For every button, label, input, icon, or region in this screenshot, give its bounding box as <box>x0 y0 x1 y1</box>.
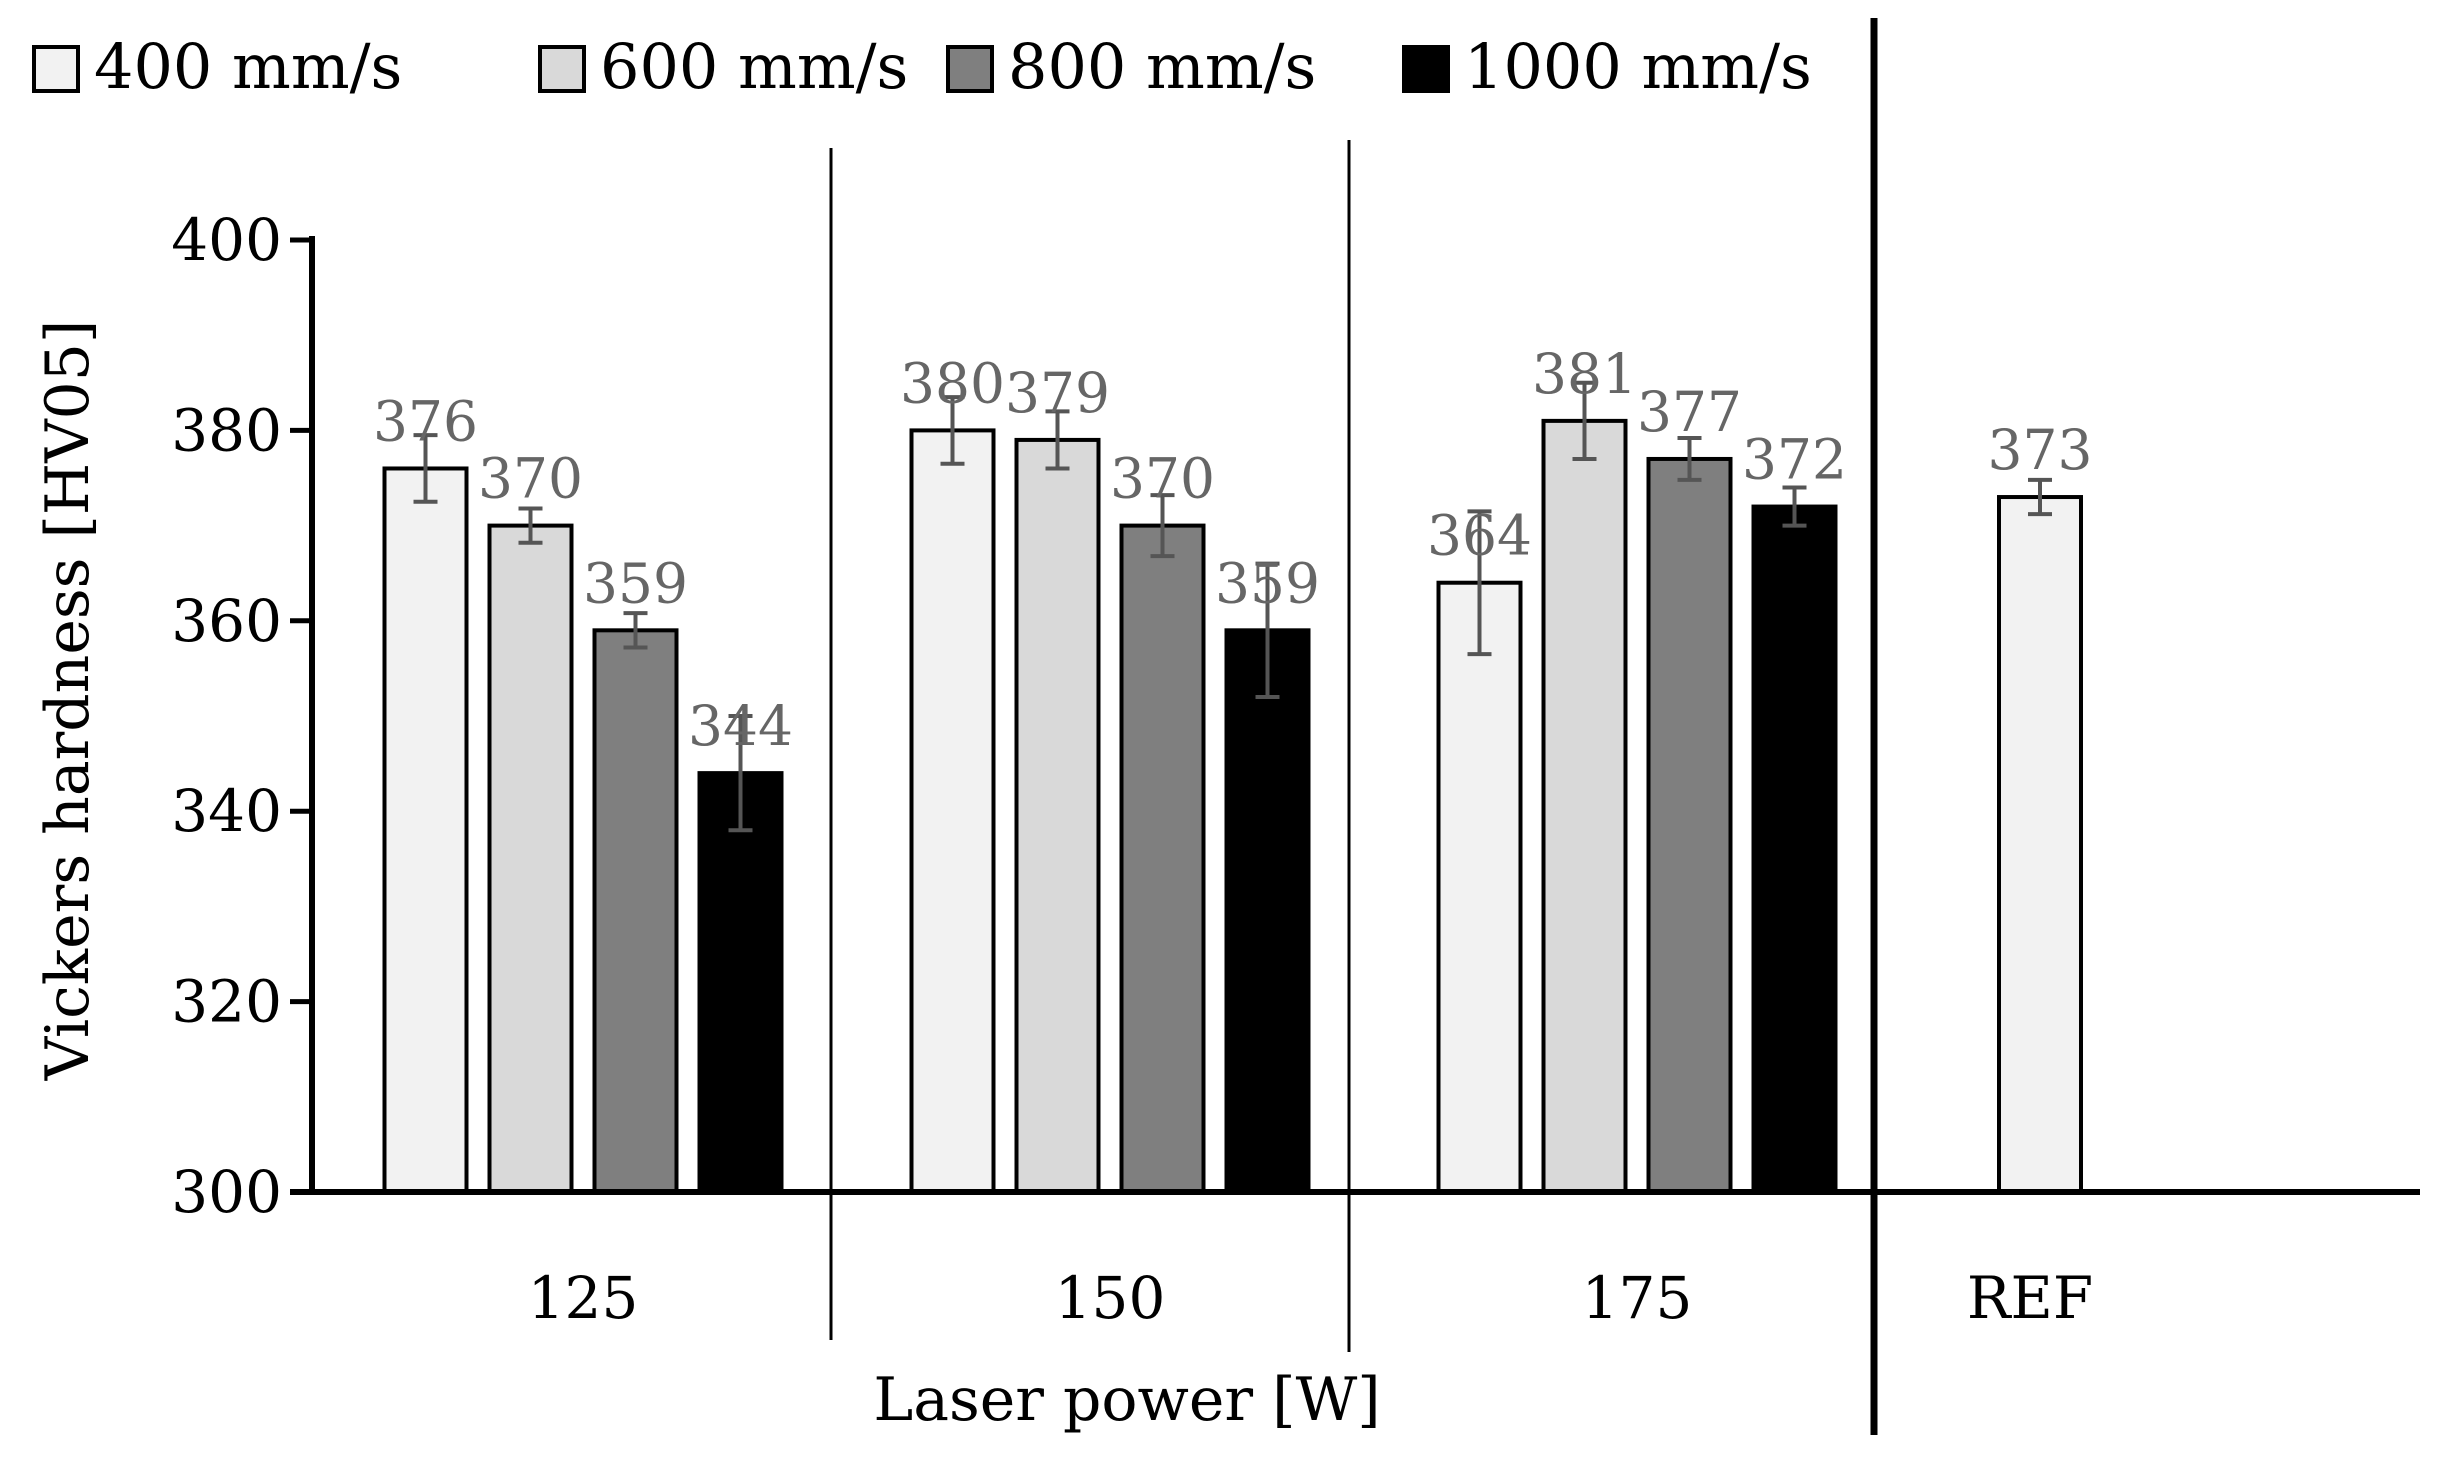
bar-175-400mms <box>1436 580 1523 1194</box>
y-axis-title: Vickers hardness [HV05] <box>33 320 103 1082</box>
data-label-125-2: 359 <box>583 551 688 615</box>
y-tick-label-340: 340 <box>171 777 282 845</box>
legend-label-3: 1000 mm/s <box>1464 30 1812 103</box>
axes: 125 150 175 REF 300 320 340 360 380 400 <box>171 206 2420 1332</box>
legend-swatch-1 <box>538 45 586 93</box>
legend-label-2: 800 mm/s <box>1008 30 1316 103</box>
y-tick-label-300: 300 <box>171 1158 282 1226</box>
y-tick-label-380: 380 <box>171 396 282 464</box>
bar-150-400mms <box>909 428 996 1194</box>
bar-175-800mms <box>1646 456 1733 1194</box>
legend-label-0: 400 mm/s <box>94 30 402 103</box>
legend: 400 mm/s 600 mm/s 800 mm/s 1000 mm/s <box>32 30 1812 103</box>
data-label-175-3: 372 <box>1742 428 1847 492</box>
category-label-175: 175 <box>1582 1264 1693 1332</box>
category-label-125: 125 <box>528 1264 639 1332</box>
data-label-150-2: 370 <box>1110 447 1215 511</box>
category-label-REF: REF <box>1967 1264 2093 1332</box>
bars <box>382 418 2083 1195</box>
bar-150-600mms <box>1014 437 1101 1195</box>
data-label-REF-0: 373 <box>1988 418 2093 482</box>
data-label-175-2: 377 <box>1637 380 1742 444</box>
group-separators <box>829 18 1878 1435</box>
bar-175-600mms <box>1541 418 1628 1194</box>
bar-125-600mms <box>487 523 574 1194</box>
bar-125-400mms <box>382 466 469 1195</box>
legend-label-1: 600 mm/s <box>600 30 908 103</box>
y-tick-label-320: 320 <box>171 968 282 1036</box>
y-tick-label-360: 360 <box>171 587 282 655</box>
bar-REF-400mms <box>1997 495 2083 1195</box>
category-label-150: 150 <box>1055 1264 1166 1332</box>
bar-150-1000mms <box>1224 628 1311 1194</box>
data-label-175-0: 364 <box>1427 504 1532 568</box>
x-axis-title: Laser power [W] <box>873 1365 1380 1435</box>
data-label-150-0: 380 <box>900 351 1005 415</box>
data-label-125-1: 370 <box>478 447 583 511</box>
bar-175-1000mms <box>1751 504 1838 1194</box>
data-label-175-1: 381 <box>1532 342 1637 406</box>
data-label-125-3: 344 <box>688 694 793 758</box>
data-label-150-1: 379 <box>1005 361 1110 425</box>
legend-swatch-3 <box>1402 45 1450 93</box>
legend-swatch-0 <box>32 45 80 93</box>
data-label-125-0: 376 <box>373 389 478 453</box>
data-label-150-3: 359 <box>1215 551 1320 615</box>
error-bars <box>413 380 2052 833</box>
bar-125-1000mms <box>697 771 784 1194</box>
y-tick-label-400: 400 <box>171 206 282 274</box>
bar-150-800mms <box>1119 523 1206 1194</box>
bar-125-800mms <box>592 628 679 1194</box>
legend-swatch-2 <box>946 45 994 93</box>
